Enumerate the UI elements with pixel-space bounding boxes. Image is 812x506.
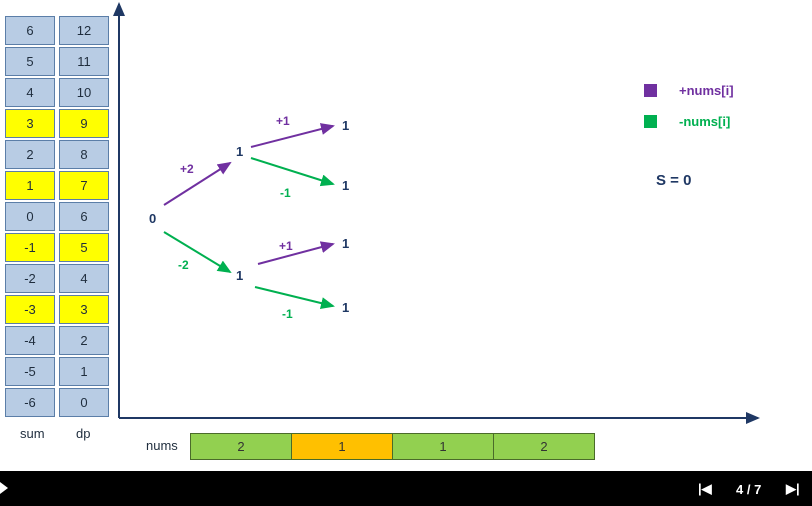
nums-cell: 1 — [392, 433, 494, 460]
sum-cell: 0 — [5, 202, 55, 231]
play-icon[interactable] — [0, 482, 8, 494]
legend-minus-label: -nums[i] — [679, 114, 731, 129]
sum-cell: 3 — [5, 109, 55, 138]
dp-cell: 5 — [59, 233, 109, 262]
dp-cell: 2 — [59, 326, 109, 355]
dp-label: dp — [76, 426, 91, 441]
dp-cell: 6 — [59, 202, 109, 231]
tree-node-level2: 1 — [342, 300, 349, 315]
sum-cell: -2 — [5, 264, 55, 293]
dp-cell: 0 — [59, 388, 109, 417]
legend-minus-swatch — [644, 115, 657, 128]
target-sum-label: S = 0 — [656, 172, 692, 189]
tree-node-level2: 1 — [342, 236, 349, 251]
sum-cell: 1 — [5, 171, 55, 200]
sum-label: sum — [20, 426, 45, 441]
player-control-bar: |◀ 4 / 7 ▶| — [0, 471, 812, 506]
tree-node-level2: 1 — [342, 178, 349, 193]
edge-label-plus2: +2 — [180, 162, 194, 176]
dp-cell: 10 — [59, 78, 109, 107]
edge-plus2 — [163, 161, 232, 206]
dp-cell: 1 — [59, 357, 109, 386]
tree-root-node: 0 — [149, 211, 156, 226]
dp-cell: 3 — [59, 295, 109, 324]
dp-cell: 4 — [59, 264, 109, 293]
dp-cell: 12 — [59, 16, 109, 45]
sum-cell: -1 — [5, 233, 55, 262]
slide-counter: 4 / 7 — [736, 482, 762, 497]
dp-cell: 7 — [59, 171, 109, 200]
edge-b-plus1 — [257, 241, 335, 265]
edge-label-minus2: -2 — [178, 258, 189, 272]
dp-cell: 9 — [59, 109, 109, 138]
sum-cell: -4 — [5, 326, 55, 355]
edge-label-a-minus1: -1 — [280, 186, 291, 200]
legend-plus-swatch — [644, 84, 657, 97]
sum-cell: -3 — [5, 295, 55, 324]
skip-next-icon[interactable]: ▶| — [786, 481, 800, 496]
nums-label: nums — [146, 438, 178, 453]
nums-cell: 2 — [493, 433, 595, 460]
dp-cell: 8 — [59, 140, 109, 169]
sum-cell: -5 — [5, 357, 55, 386]
dp-cell: 11 — [59, 47, 109, 76]
edge-label-b-plus1: +1 — [279, 239, 293, 253]
edge-b-minus1 — [254, 286, 335, 309]
nums-cell: 2 — [190, 433, 292, 460]
nums-cell: 1 — [291, 433, 393, 460]
tree-node-level1: 1 — [236, 268, 243, 283]
sum-column: 6 5 4 3 2 1 0 -1 -2 -3 -4 -5 -6 — [5, 16, 55, 419]
sum-cell: -6 — [5, 388, 55, 417]
legend-plus-label: +nums[i] — [679, 83, 734, 98]
sum-cell: 4 — [5, 78, 55, 107]
tree-node-level2: 1 — [342, 118, 349, 133]
edge-a-plus1 — [250, 123, 335, 148]
edge-label-a-plus1: +1 — [276, 114, 290, 128]
sum-cell: 6 — [5, 16, 55, 45]
dp-column: 12 11 10 9 8 7 6 5 4 3 2 1 0 — [59, 16, 109, 419]
sum-cell: 5 — [5, 47, 55, 76]
tree-node-level1: 1 — [236, 144, 243, 159]
edge-label-b-minus1: -1 — [282, 307, 293, 321]
sum-cell: 2 — [5, 140, 55, 169]
legend-plus: +nums[i] — [644, 83, 734, 98]
skip-previous-icon[interactable]: |◀ — [698, 481, 712, 496]
edge-a-minus1 — [250, 157, 335, 187]
legend-minus: -nums[i] — [644, 114, 730, 129]
edge-minus2 — [163, 231, 232, 274]
